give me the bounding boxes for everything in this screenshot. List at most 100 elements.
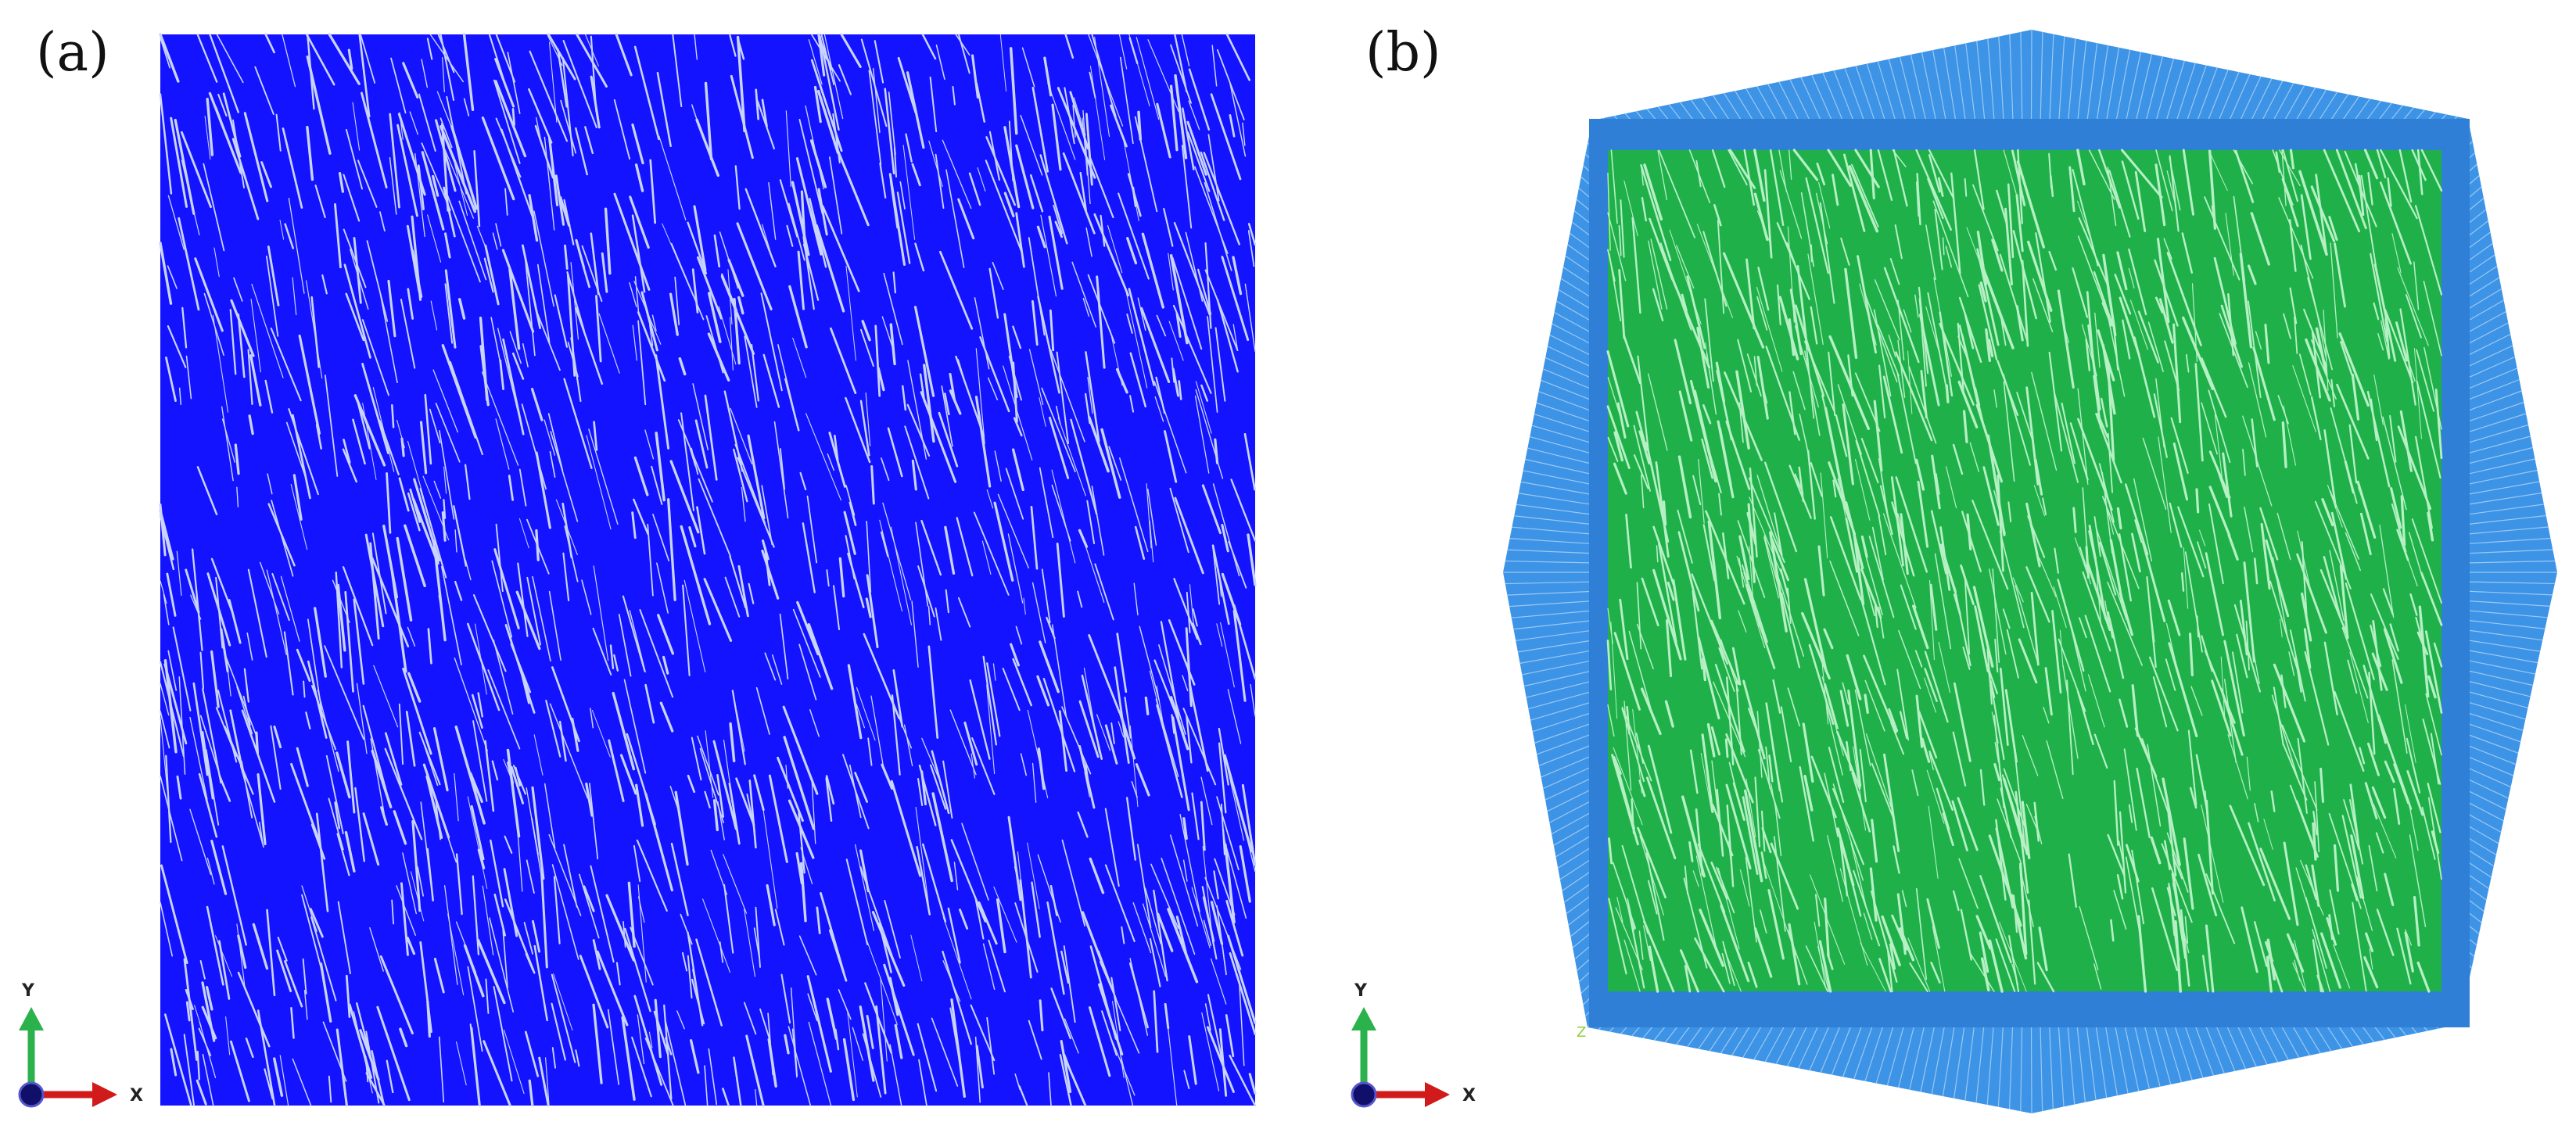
fiber-gap [2183, 547, 2189, 609]
fiber-gap [816, 906, 821, 934]
fiber-gap [292, 474, 303, 521]
fiber-gap [342, 566, 374, 647]
fiber-gap [1244, 283, 1256, 353]
fiber-gap [165, 754, 172, 844]
fiber-gap [1086, 500, 1096, 544]
fiber-gap [1039, 397, 1046, 427]
fiber-gap [678, 357, 687, 376]
fiber-gap [2382, 416, 2407, 511]
fiber-gap [275, 113, 282, 152]
fiber-gap [1060, 950, 1070, 984]
fiber-gap [314, 607, 327, 678]
fiber-gap [635, 783, 644, 827]
fiber-gap [470, 805, 485, 861]
fiber-gap [1823, 628, 1834, 650]
fiber-gap [1853, 532, 1865, 605]
fiber-gap [1946, 466, 1957, 509]
fiber-gap [753, 927, 760, 959]
fiber-gap [167, 325, 187, 368]
fiber-gap [390, 57, 407, 114]
fiber-gap [1920, 370, 1928, 419]
fiber-gap [1717, 420, 1735, 499]
fiber-gap [2350, 834, 2365, 900]
fiber-gap [2276, 512, 2291, 561]
fiber-gap [2373, 374, 2384, 425]
fiber-gap [2399, 308, 2416, 406]
fiber-gap [1932, 200, 1969, 298]
fiber-gap [1985, 328, 1991, 362]
fiber-gap [734, 165, 741, 210]
fiber-gap [254, 66, 274, 115]
fiber-gap [997, 493, 1029, 569]
fiber-gap [446, 95, 468, 195]
fiber-gap [1997, 798, 2022, 865]
fiber-gap [1232, 324, 1239, 351]
fiber-gap [2319, 767, 2324, 803]
fiber-gap [1194, 395, 1210, 474]
fiber-gap [1108, 446, 1122, 481]
fiber-gap [2298, 170, 2328, 256]
fiber-gap [736, 710, 745, 752]
fiber-gap [712, 799, 719, 832]
fiber-gap [2380, 149, 2418, 220]
fiber-gap [819, 35, 840, 131]
fiber-gap [2093, 271, 2114, 327]
fiber-gap [1718, 493, 1722, 516]
fiber-gap [2365, 932, 2374, 952]
fiber-gap [1889, 258, 1900, 285]
fiber-gap [1647, 744, 1673, 834]
fiber-gap [251, 283, 284, 378]
fiber-gap [1915, 887, 1928, 980]
fiber-gap [1738, 402, 1744, 443]
fiber-gap [1204, 182, 1232, 271]
fiber-gap [1247, 223, 1257, 246]
fiber-gap [276, 949, 292, 993]
fiber-gap [1118, 34, 1128, 70]
fiber-gap [1051, 624, 1067, 718]
fiber-gap [1706, 722, 1716, 758]
fiber-gap [343, 228, 367, 289]
fiber-gap [1985, 659, 1998, 694]
fiber-gap [1760, 810, 1766, 852]
fiber-gap [2084, 615, 2111, 693]
fiber-gap [1200, 776, 1213, 826]
fiber-gap [504, 624, 536, 714]
fiber-gap [310, 685, 337, 751]
fiber-gap [1242, 122, 1246, 146]
fiber-gap [1814, 921, 1826, 987]
fiber-gap [379, 955, 414, 1035]
fiber-gap [630, 926, 654, 986]
fiber-gap [1934, 209, 1943, 271]
fiber-gap [1078, 529, 1089, 548]
fiber-gap [196, 466, 218, 515]
fiber-gap [1085, 227, 1092, 257]
fiber-gap [325, 754, 344, 834]
fiber-gap [2420, 149, 2443, 192]
fiber-gap [217, 93, 228, 117]
fiber-gap [345, 974, 351, 1018]
fiber-gap [282, 127, 303, 209]
fiber-gap [1227, 934, 1257, 1024]
fiber-gap [2413, 895, 2420, 947]
fiber-gap [865, 597, 872, 618]
fiber-gap [2260, 523, 2271, 590]
fiber-gap [683, 579, 706, 672]
fiber-gap [342, 448, 358, 483]
fiber-gap [1161, 858, 1196, 955]
fiber-gap [163, 659, 178, 754]
fiber-gap [1763, 461, 1798, 553]
fiber-gap [160, 580, 167, 604]
fiber-gap [2062, 665, 2079, 759]
fiber-gap [1859, 748, 1867, 803]
fiber-gap [1821, 661, 1829, 725]
fiber-gap [1953, 682, 1971, 762]
fiber-gap [2223, 640, 2245, 737]
fiber-gap [992, 663, 996, 681]
fiber-gap [744, 188, 777, 267]
fiber-gap [564, 525, 579, 582]
fiber-gap [444, 232, 451, 259]
fiber-gap [1925, 224, 1936, 281]
fiber-gap [215, 707, 237, 757]
fiber-gap [1756, 286, 1783, 372]
fiber-gap [199, 1021, 217, 1078]
